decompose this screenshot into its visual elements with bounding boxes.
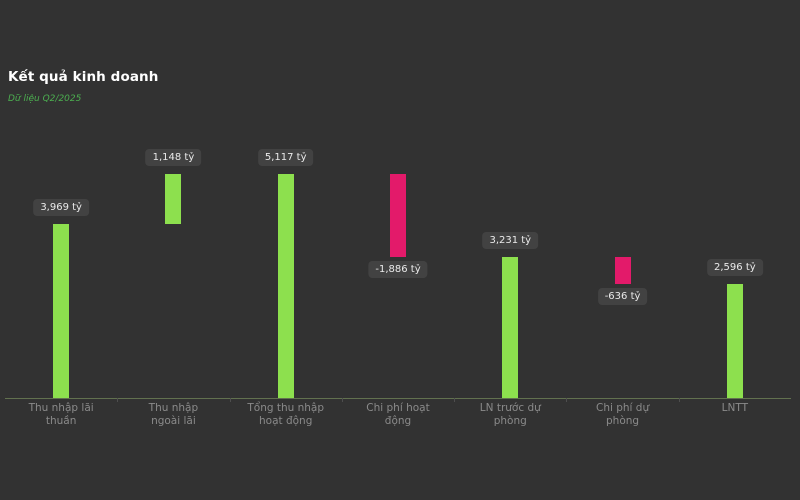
waterfall-bar[interactable] bbox=[390, 174, 406, 257]
x-axis-label: LNTT bbox=[721, 402, 749, 414]
axis-tick bbox=[678, 398, 680, 402]
x-axis-label: Chi phí dự phòng bbox=[595, 402, 650, 428]
value-label: -636 tỷ bbox=[597, 288, 648, 306]
waterfall-bar[interactable] bbox=[53, 224, 70, 398]
chart-title: Kết quả kinh doanh bbox=[8, 69, 159, 85]
x-axis-line bbox=[5, 398, 791, 399]
axis-tick bbox=[454, 398, 456, 402]
x-axis-label: LN trước dự phòng bbox=[479, 402, 541, 428]
x-axis-label: Tổng thu nhập hoạt động bbox=[247, 402, 325, 428]
axis-tick bbox=[341, 398, 343, 402]
x-axis-label: Chi phí hoạt động bbox=[366, 402, 430, 428]
waterfall-bar[interactable] bbox=[165, 174, 182, 225]
axis-tick bbox=[117, 398, 119, 402]
x-axis-label: Thu nhập ngoài lãi bbox=[148, 402, 199, 428]
value-label: -1,886 tỷ bbox=[368, 260, 428, 278]
waterfall-bar[interactable] bbox=[277, 174, 294, 398]
axis-tick bbox=[566, 398, 568, 402]
waterfall-bar[interactable] bbox=[726, 284, 743, 398]
waterfall-bar[interactable] bbox=[614, 256, 631, 285]
waterfall-bar[interactable] bbox=[502, 256, 519, 398]
value-label: 5,117 tỷ bbox=[257, 149, 314, 166]
axis-tick bbox=[229, 398, 231, 402]
x-axis-label: Thu nhập lãi thuần bbox=[28, 402, 94, 428]
value-label: 1,148 tỷ bbox=[145, 149, 202, 166]
value-label: 3,969 tỷ bbox=[33, 199, 89, 217]
chart-subtitle: Dữ liệu Q2/2025 bbox=[8, 94, 82, 104]
value-label: 2,596 tỷ bbox=[707, 259, 763, 277]
value-label: 3,231 tỷ bbox=[482, 231, 539, 249]
